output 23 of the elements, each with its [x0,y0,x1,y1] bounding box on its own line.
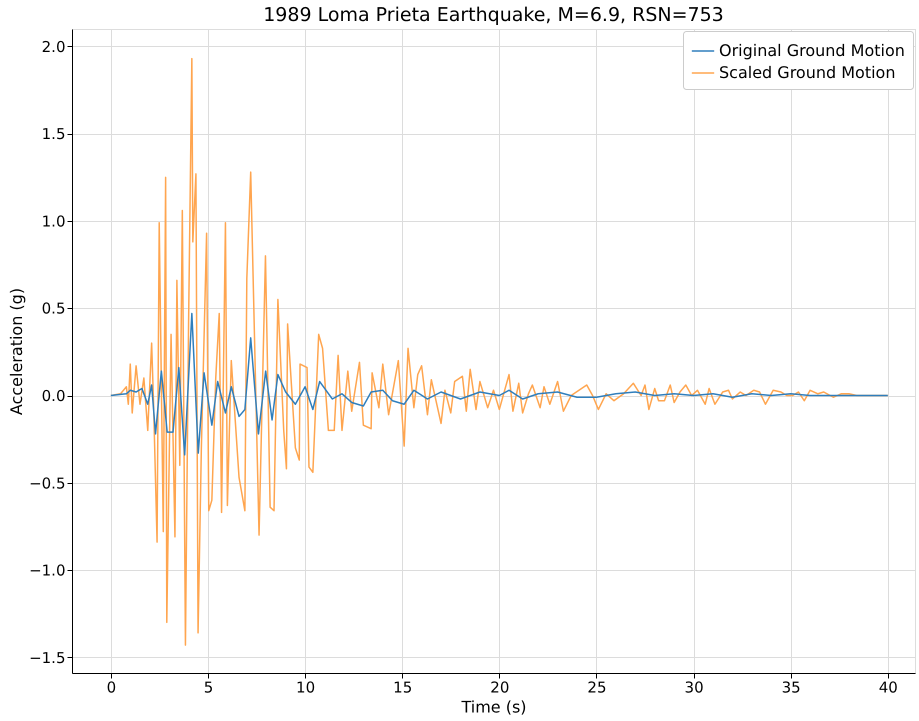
x-tick-label: 0 [106,678,116,696]
x-tick-label: 20 [490,678,510,696]
line-series [110,312,889,456]
y-tick-label: 0.0 [42,387,66,406]
x-tick-label: 25 [587,678,606,696]
x-tick-label: 40 [878,678,898,696]
y-tick-label: 1.0 [42,212,66,230]
y-tick-label: −1.0 [29,562,66,580]
x-tick-label: 10 [296,678,316,696]
y-tick-label: 1.5 [42,125,66,144]
y-tick-label: 0.5 [42,300,66,318]
y-axis-title: Acceleration (g) [7,288,26,416]
chart-title: 1989 Loma Prieta Earthquake, M=6.9, RSN=753 [263,4,724,26]
x-tick-label: 15 [393,678,412,696]
y-tick-label: −0.5 [29,474,66,492]
legend-label: Scaled Ground Motion [719,63,896,82]
y-tick-label: 2.0 [42,38,66,56]
x-tick-label: 5 [204,678,214,696]
x-tick-label: 35 [782,678,801,696]
x-axis-title: Time (s) [460,698,527,716]
legend-label: Original Ground Motion [719,41,905,60]
y-tick-label: −1.5 [29,648,66,667]
x-tick-label: 30 [684,678,704,696]
